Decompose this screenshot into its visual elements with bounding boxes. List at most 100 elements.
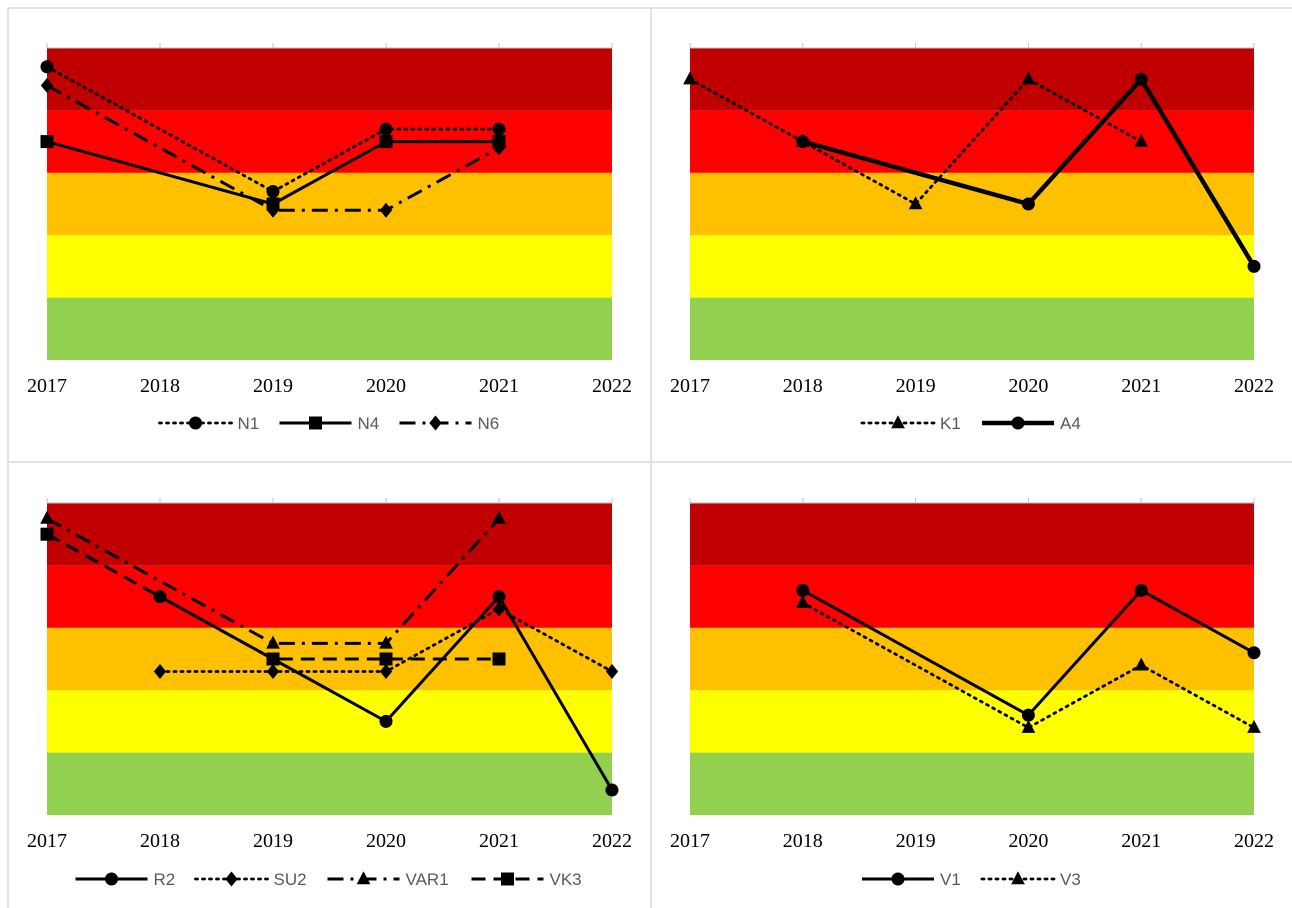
legend-swatch-marker — [309, 416, 322, 430]
data-point-VK3 — [40, 527, 54, 541]
data-point-V1 — [1134, 583, 1148, 597]
data-point-VAR1 — [492, 510, 506, 524]
data-point-R2 — [379, 714, 393, 728]
series-line-N1 — [45, 65, 501, 193]
data-point-R2 — [153, 590, 167, 604]
x-tick-label: 2021 — [1121, 375, 1161, 397]
legend-entry-K1: K1 — [860, 414, 961, 433]
x-tick-label: 2018 — [140, 375, 180, 397]
legend-label: V1 — [940, 870, 961, 889]
series-line-VK3 — [46, 532, 499, 661]
legend-entry-A4: A4 — [982, 414, 1081, 433]
data-point-N4 — [379, 135, 393, 149]
legend-label: N1 — [238, 414, 260, 433]
legend-entry-N6: N6 — [399, 414, 500, 433]
data-point-SU2 — [153, 664, 167, 679]
legend-swatch-marker — [225, 871, 238, 887]
legend-swatch-marker — [891, 415, 905, 429]
band-4 — [690, 565, 1254, 628]
band-5 — [690, 48, 1254, 111]
chart-panel-1: 2017 2018 2019 2020 2021 2022 N1 N4 N6 — [27, 43, 632, 433]
data-point-R2 — [605, 783, 619, 797]
chart-panel-3: 2017 2018 2019 2020 2021 2022 R2 SU2 VAR1 VK3 — [27, 498, 632, 889]
data-point-N1 — [492, 122, 506, 136]
x-tick-label: 2018 — [783, 830, 823, 852]
data-point-N6 — [266, 202, 280, 218]
x-tick-label: 2017 — [670, 375, 710, 397]
legend-entry-VK3: VK3 — [471, 870, 582, 889]
data-point-N1 — [40, 60, 54, 74]
legend-label: K1 — [940, 414, 961, 433]
x-tick-label: 2022 — [1234, 375, 1274, 397]
x-tick-label: 2017 — [670, 830, 710, 852]
x-tick-label: 2017 — [27, 375, 67, 397]
data-point-V1 — [1021, 708, 1035, 722]
legend-label: V3 — [1060, 870, 1081, 889]
x-tick-label: 2022 — [592, 375, 632, 397]
chart-panel-2: 2017 2018 2019 2020 2021 2022 K1 A4 — [670, 43, 1274, 433]
chart-panel-4: 2017 2018 2019 2020 2021 2022 V1 V3 — [670, 498, 1274, 889]
data-point-VK3 — [266, 652, 280, 666]
x-tick-label: 2018 — [140, 830, 180, 852]
legend-swatch-marker — [429, 415, 442, 431]
data-point-VAR1 — [266, 635, 280, 649]
legend-label: SU2 — [274, 870, 307, 889]
x-tick-label: 2020 — [366, 375, 406, 397]
data-point-V1 — [796, 583, 810, 597]
legend-label: N4 — [358, 414, 380, 433]
data-point-N1 — [379, 122, 393, 136]
legend-entry-N4: N4 — [279, 414, 380, 433]
legend-entry-VAR1: VAR1 — [327, 870, 449, 889]
band-4 — [47, 110, 612, 173]
band-2 — [47, 235, 612, 298]
band-2 — [47, 690, 612, 753]
data-point-SU2 — [605, 664, 619, 679]
data-point-K1 — [683, 71, 697, 85]
data-point-SU2 — [492, 601, 506, 617]
x-tick-label: 2017 — [27, 830, 67, 852]
x-tick-label: 2022 — [1234, 830, 1274, 852]
legend-entry-R2: R2 — [75, 870, 176, 889]
legend-entry-V1: V1 — [862, 870, 961, 889]
data-point-SU2 — [379, 664, 393, 679]
legend-swatch-marker — [1011, 416, 1025, 430]
data-point-K1 — [908, 196, 923, 210]
data-point-R2 — [492, 590, 506, 604]
data-point-V3 — [1134, 657, 1149, 671]
legend-swatch-marker — [1011, 871, 1025, 885]
data-point-N6 — [492, 140, 506, 156]
legend-label: A4 — [1060, 414, 1081, 433]
band-1 — [47, 752, 612, 815]
x-tick-label: 2019 — [253, 830, 293, 852]
charts-layer: 2017 2018 2019 2020 2021 2022 N1 N4 N6 2017 2018 20… — [27, 43, 1274, 889]
series-line-V1 — [802, 588, 1255, 717]
band-1 — [47, 297, 612, 360]
data-point-VAR1 — [40, 510, 54, 524]
data-point-N6 — [379, 202, 393, 218]
legend-swatch-marker — [189, 416, 202, 430]
data-point-V3 — [795, 595, 810, 609]
data-point-VK3 — [492, 652, 506, 666]
band-2 — [690, 235, 1254, 298]
x-tick-label: 2021 — [479, 830, 519, 852]
legend-label: N6 — [478, 414, 500, 433]
x-tick-label: 2021 — [479, 375, 519, 397]
band-3 — [690, 172, 1254, 236]
data-point-A4 — [1247, 259, 1261, 273]
data-point-A4 — [1021, 197, 1035, 211]
band-1 — [690, 752, 1254, 815]
series-line-A4 — [802, 76, 1256, 268]
legend-swatch-marker — [891, 872, 905, 886]
legend-label: R2 — [154, 870, 176, 889]
series-line-N4 — [46, 140, 499, 206]
band-2 — [690, 690, 1254, 753]
data-point-A4 — [1134, 72, 1148, 86]
band-1 — [690, 297, 1254, 360]
legend-swatch-marker — [501, 872, 514, 886]
x-tick-label: 2020 — [1008, 375, 1048, 397]
data-point-VAR1 — [379, 635, 393, 649]
legend-entry-SU2: SU2 — [194, 870, 307, 889]
x-tick-label: 2022 — [592, 830, 632, 852]
data-point-K1 — [1134, 133, 1149, 147]
